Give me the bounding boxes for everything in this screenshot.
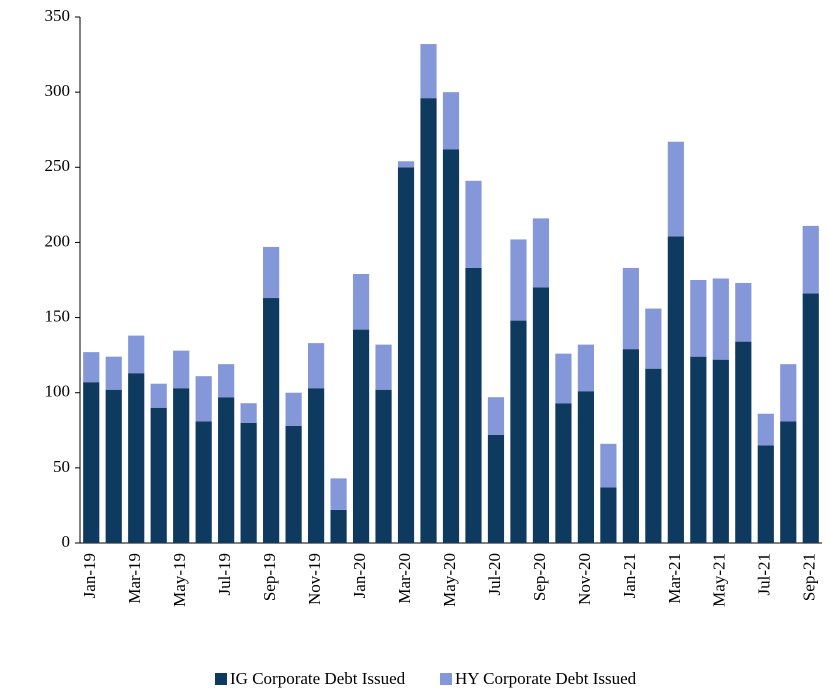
bar-segment [510, 320, 527, 543]
bar-segment [622, 349, 639, 543]
bar-segment [307, 343, 325, 389]
x-tick-label: Jul-20 [485, 553, 504, 596]
bar-segment [352, 329, 370, 543]
bar-segment [532, 287, 550, 543]
y-tick-label: 50 [53, 457, 70, 476]
bar-segment [465, 180, 482, 268]
bar-segment [375, 389, 392, 543]
bar-segment [105, 389, 122, 543]
bar-segment [83, 382, 100, 543]
bar-segment [263, 246, 280, 299]
bar-segment [397, 161, 415, 168]
x-tick-label: Nov-19 [305, 553, 324, 605]
bar-segment [532, 218, 550, 288]
bar-segment [285, 392, 302, 426]
y-tick-label: 300 [45, 81, 71, 100]
legend-swatch [215, 673, 227, 685]
bar-segment [757, 445, 774, 543]
bar-segment [285, 425, 302, 543]
bar-segment [128, 335, 145, 374]
bar-segment [712, 278, 729, 360]
bar-segment [600, 487, 617, 543]
bar-segment [128, 373, 145, 543]
bar-segment [487, 397, 505, 435]
bar-segment [690, 280, 707, 357]
bar-segment [555, 353, 572, 404]
y-tick-label: 150 [45, 306, 71, 325]
bar-segment [173, 388, 190, 543]
y-tick-label: 250 [45, 156, 71, 175]
x-tick-label: Jul-19 [215, 553, 234, 596]
bar-segment [690, 356, 707, 543]
bar-segment [307, 388, 325, 543]
bar-segment [330, 478, 347, 510]
bar-segment [667, 236, 684, 543]
y-tick-label: 100 [45, 382, 71, 401]
bar-segment [735, 283, 752, 342]
x-tick-label: Jan-19 [80, 553, 99, 598]
bar-segment [240, 403, 257, 423]
bar-segment [195, 421, 212, 543]
bar-segment [802, 225, 819, 294]
x-tick-label: May-20 [440, 553, 459, 607]
bar-segment [442, 92, 460, 150]
x-tick-label: Nov-20 [575, 553, 594, 605]
bar-segment [622, 267, 639, 350]
bar-segment [802, 293, 819, 543]
bar-segment [780, 421, 797, 543]
bar-segment [577, 391, 595, 543]
bar-segment [735, 341, 752, 543]
x-tick-label: May-19 [170, 553, 189, 607]
bar-segment [173, 350, 190, 389]
x-tick-label: Jul-21 [755, 553, 774, 596]
x-tick-label: Mar-20 [395, 553, 414, 604]
bar-segment [555, 403, 572, 543]
bar-segment [712, 359, 729, 543]
bar-segment [487, 434, 505, 543]
bar-segment [420, 44, 437, 99]
bar-segment [397, 167, 415, 544]
legend-label: IG Corporate Debt Issued [230, 669, 406, 688]
bar-segment [218, 364, 235, 398]
bar-segment [263, 298, 280, 543]
x-tick-label: Sep-20 [530, 553, 549, 601]
bar-segment [757, 413, 774, 446]
bar-segment [150, 383, 167, 408]
bar-segment [510, 239, 527, 321]
bar-segment [780, 364, 797, 422]
bar-segment [352, 273, 370, 330]
bar-segment [195, 376, 212, 422]
bar-segment [645, 308, 662, 369]
legend-swatch [440, 673, 452, 685]
bar-segment [240, 422, 257, 543]
x-tick-label: Mar-19 [125, 553, 144, 604]
bar-segment [218, 397, 235, 543]
bar-segment [645, 368, 662, 543]
legend-label: HY Corporate Debt Issued [455, 669, 637, 688]
x-tick-label: Jan-20 [350, 553, 369, 598]
bar-segment [442, 149, 460, 543]
bar-segment [150, 407, 167, 543]
y-tick-label: 0 [62, 532, 71, 551]
x-tick-label: Jan-21 [620, 553, 639, 598]
x-tick-label: May-21 [710, 553, 729, 607]
y-tick-label: 350 [45, 6, 71, 25]
bar-segment [465, 267, 482, 543]
bar-segment [375, 344, 392, 390]
bar-segment [667, 141, 684, 237]
x-tick-label: Sep-21 [800, 553, 819, 601]
bar-segment [600, 443, 617, 488]
bar-segment [577, 344, 595, 392]
bar-segment [105, 356, 122, 390]
bar-segment [330, 509, 347, 543]
bar-segment [420, 98, 437, 543]
x-tick-label: Mar-21 [665, 553, 684, 604]
bar-segment [83, 352, 100, 383]
y-tick-label: 200 [45, 231, 71, 250]
x-tick-label: Sep-19 [260, 553, 279, 601]
